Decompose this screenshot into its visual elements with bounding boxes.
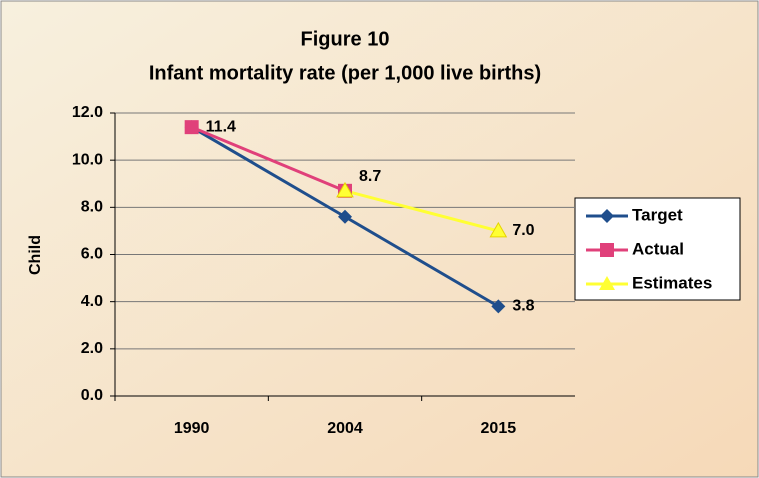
- y-tick-label: 10.0: [72, 151, 103, 168]
- y-tick-label: 8.0: [81, 199, 103, 216]
- y-tick-label: 12.0: [72, 104, 103, 121]
- y-axis-label: Child: [27, 235, 44, 275]
- legend-label: Actual: [632, 239, 684, 258]
- data-label: 11.4: [206, 118, 236, 135]
- marker: [491, 299, 506, 314]
- marker: [338, 209, 352, 224]
- y-tick-label: 6.0: [81, 246, 103, 263]
- x-tick-label: 2015: [481, 420, 517, 437]
- chart-title: Figure 10: [301, 28, 390, 50]
- legend-label: Estimates: [632, 273, 712, 292]
- data-label: 3.8: [512, 298, 534, 315]
- x-tick-label: 2004: [327, 420, 363, 437]
- marker: [336, 181, 354, 198]
- legend-label: Target: [632, 205, 683, 224]
- y-tick-label: 4.0: [81, 293, 103, 310]
- x-tick-label: 1990: [174, 420, 210, 437]
- legend-marker: [600, 243, 614, 257]
- data-label: 7.0: [512, 222, 534, 239]
- marker: [184, 120, 199, 135]
- marker: [489, 221, 508, 238]
- chart-subtitle: Infant mortality rate (per 1,000 live bi…: [149, 62, 541, 84]
- legend-marker: [599, 276, 615, 290]
- y-tick-label: 0.0: [81, 387, 103, 404]
- y-tick-label: 2.0: [81, 340, 103, 357]
- data-label: 8.7: [359, 168, 381, 185]
- series-line: [191, 125, 346, 193]
- legend-marker: [600, 209, 614, 223]
- series-line: [344, 189, 499, 233]
